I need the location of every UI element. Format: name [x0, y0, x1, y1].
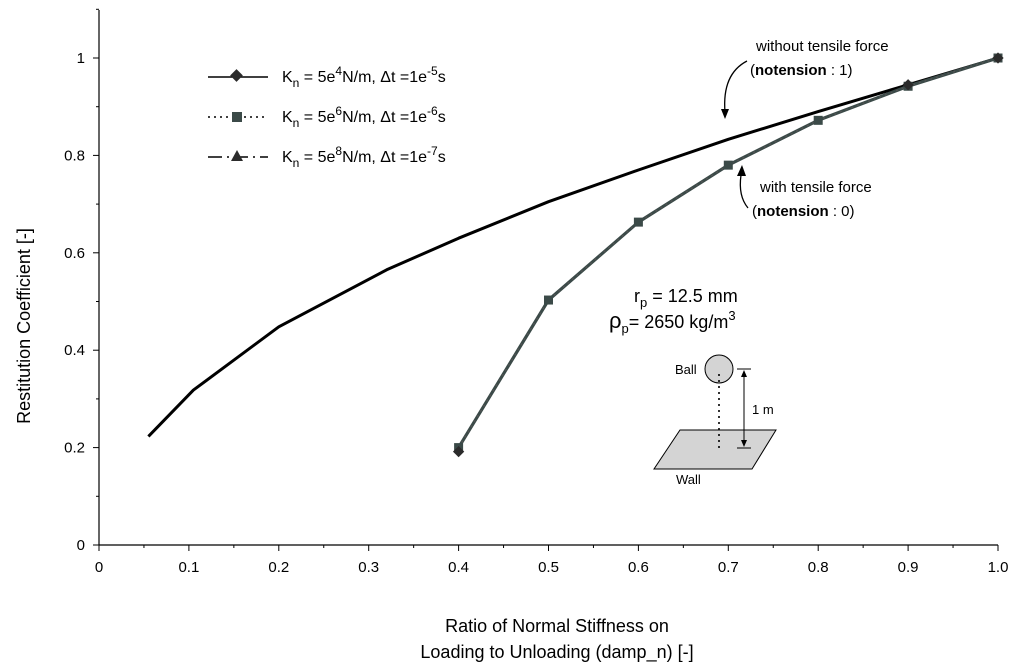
x-tick-label: 0.5 — [538, 559, 559, 576]
y-tick-label: 1 — [77, 50, 85, 67]
axes — [98, 10, 998, 546]
particle-parameters: rp = 12.5 mm ρp= 2650 kg/m3 — [609, 286, 738, 336]
diamond-marker — [452, 445, 465, 458]
x-axis-title-line1: Ratio of Normal Stiffness on — [445, 616, 669, 636]
x-tick-label: 0.1 — [178, 559, 199, 576]
wall-plane — [653, 429, 777, 470]
y-tick-label: 0.2 — [64, 440, 85, 457]
ball-label: Ball — [675, 362, 697, 377]
square-marker — [633, 217, 643, 227]
x-tick-label: 0 — [95, 559, 103, 576]
square-marker — [232, 112, 242, 122]
annotation-without-line2: (notension : 1) — [750, 62, 853, 79]
legend-item-1: Kn = 5e4N/m, Δt =1e-5s — [208, 64, 446, 90]
square-marker — [723, 160, 733, 170]
annotation-without-tensile: without tensile force (notension : 1) — [721, 38, 889, 119]
square-marker — [544, 295, 553, 305]
x-tick-label: 1.0 — [988, 559, 1009, 576]
ball-drop-schematic: Ball 1 m Wall — [653, 354, 777, 487]
legend-label-1: Kn = 5e4N/m, Δt =1e-5s — [282, 64, 446, 90]
radius-label: rp = 12.5 mm — [634, 286, 738, 310]
legend-label-3: Kn = 5e8N/m, Δt =1e-7s — [282, 144, 446, 170]
legend-item-3: Kn = 5e8N/m, Δt =1e-7s — [208, 144, 446, 170]
annotation-with-line2: (notension : 0) — [752, 203, 855, 220]
curve-with-tension-solid — [457, 56, 999, 449]
legend-label-2: Kn = 5e6N/m, Δt =1e-6s — [282, 104, 446, 130]
triangle-marker — [231, 150, 243, 161]
curve-without-tension — [147, 56, 999, 438]
x-tick-label: 0.3 — [358, 559, 379, 576]
density-label: ρp= 2650 kg/m3 — [609, 308, 736, 336]
arrowhead-icon — [721, 109, 729, 119]
legend: Kn = 5e4N/m, Δt =1e-5s Kn = 5e6N/m, Δt =… — [208, 64, 446, 170]
y-axis-title: Restitution Coefficient [-] — [14, 228, 34, 424]
wall-label: Wall — [676, 472, 701, 487]
legend-item-2: Kn = 5e6N/m, Δt =1e-6s — [208, 104, 446, 130]
ball-circle — [704, 354, 734, 384]
x-tick-label: 0.6 — [628, 559, 649, 576]
series-layer — [147, 52, 1004, 458]
y-tick-label: 0 — [77, 537, 85, 554]
annotation-with-tensile: with tensile force (notension : 0) — [737, 165, 872, 220]
y-tick-label: 0.6 — [64, 245, 85, 262]
y-axis-ticks: 0 0.2 0.4 0.6 0.8 1 — [64, 8, 99, 554]
annotation-with-arrow — [739, 174, 749, 209]
diamond-marker — [230, 69, 243, 82]
annotation-without-line1: without tensile force — [755, 38, 889, 55]
x-tick-label: 0.2 — [268, 559, 289, 576]
x-tick-label: 0.4 — [448, 559, 469, 576]
arrow-down-icon — [741, 440, 747, 447]
x-tick-label: 0.8 — [808, 559, 829, 576]
annotation-with-line1: with tensile force — [759, 179, 872, 196]
arrowhead-icon — [737, 165, 746, 176]
curve-with-tension-dotted — [458, 57, 999, 448]
x-tick-label: 0.9 — [898, 559, 919, 576]
diamond-marker — [992, 52, 1004, 64]
y-tick-label: 0.8 — [64, 147, 85, 164]
y-tick-label: 0.4 — [64, 342, 85, 359]
arrow-up-icon — [741, 370, 747, 377]
x-tick-label: 0.7 — [718, 559, 739, 576]
square-marker — [813, 115, 823, 125]
x-axis-title-line2: Loading to Unloading (damp_n) [-] — [420, 642, 693, 663]
annotation-without-arrow — [724, 60, 748, 113]
height-label: 1 m — [752, 402, 774, 417]
x-axis-ticks: 0 0.1 0.2 0.3 0.4 0.5 0.6 0.7 0.8 0.9 1.0 — [95, 545, 1009, 576]
